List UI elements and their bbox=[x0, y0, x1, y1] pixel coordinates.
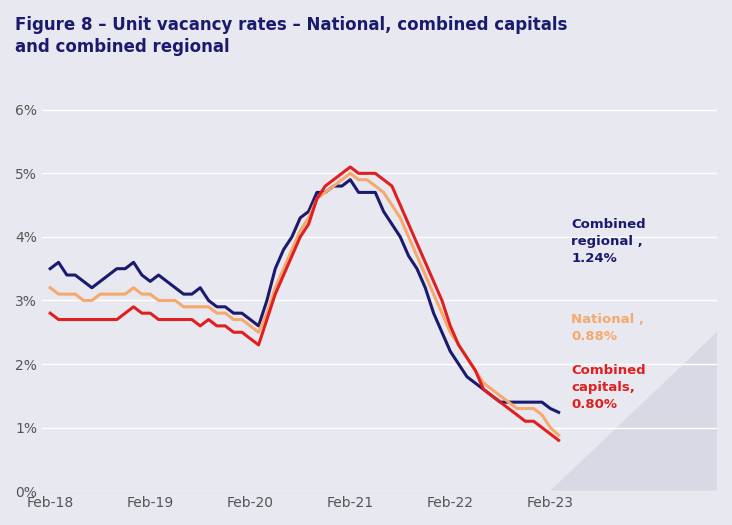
Text: Combined
regional ,
1.24%: Combined regional , 1.24% bbox=[571, 218, 646, 265]
Text: National ,
0.88%: National , 0.88% bbox=[571, 313, 644, 343]
Text: Combined
capitals,
0.80%: Combined capitals, 0.80% bbox=[571, 364, 646, 411]
Polygon shape bbox=[550, 332, 717, 491]
Text: Figure 8 – Unit vacancy rates – National, combined capitals
and combined regiona: Figure 8 – Unit vacancy rates – National… bbox=[15, 16, 567, 56]
